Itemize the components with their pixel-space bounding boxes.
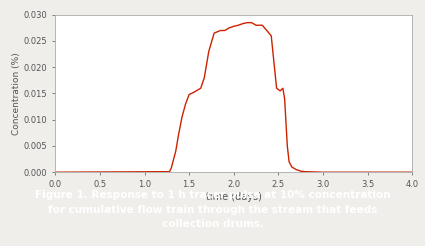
Y-axis label: Concentration (%): Concentration (%)	[12, 52, 21, 135]
X-axis label: time (days): time (days)	[206, 192, 262, 202]
Text: Figure 1. Response to 1 h tracer pulse at 10% concentration
for cumulative flow : Figure 1. Response to 1 h tracer pulse a…	[35, 190, 390, 229]
